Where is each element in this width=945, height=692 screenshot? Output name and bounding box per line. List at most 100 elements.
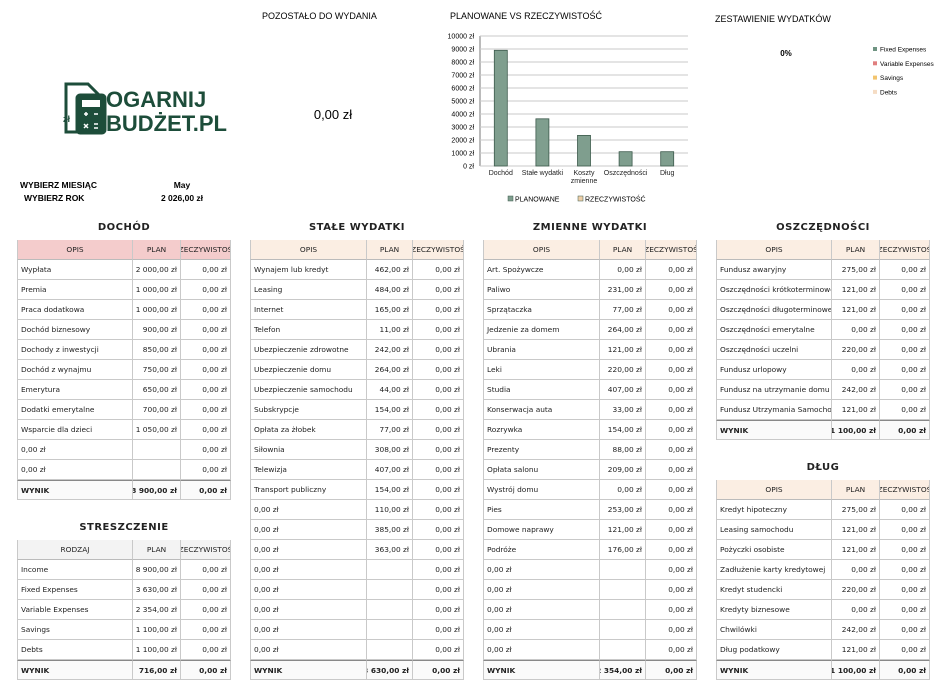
table-cell: 0,00 zł [646,360,697,380]
table-cell: 0,00 zł [413,560,464,580]
table-cell: Dochody z inwestycji [17,340,133,360]
table-cell: Dodatki emerytalne [17,400,133,420]
table-cell: Telefon [250,320,367,340]
chart-title: ZESTAWIENIE WYDATKÓW [715,14,831,24]
y-tick-label: 6000 zł [451,86,474,93]
table-cell: Oszczędności emerytalne [716,320,832,340]
table-cell: 0,00 zł [181,440,231,460]
table-cell: Ubezpieczenie samochodu [250,380,367,400]
table-cell: Premia [17,280,133,300]
header-cell: RODZAJ [17,540,133,560]
table-cell: Wypłata [17,260,133,280]
table-cell: 0,00 zł [646,600,697,620]
table-cell: 121,00 zł [832,520,880,540]
y-tick-label: 7000 zł [451,73,474,80]
table-cell: 0,00 zł [181,300,231,320]
table-cell: 0,00 zł [646,580,697,600]
table-cell: Oszczędności uczelni [716,340,832,360]
table-cell: 0,00 zł [646,480,697,500]
total-cell: 0,00 zł [646,660,697,680]
legend-label: Savings [880,75,904,82]
table-cell: 2 354,00 zł [133,600,181,620]
table-cell: 0,00 zł [181,340,231,360]
table-cell: 275,00 zł [832,500,880,520]
table-cell: 0,00 zł [413,420,464,440]
table-cell: 0,00 zł [832,560,880,580]
table-cell: 700,00 zł [133,400,181,420]
table-cell: Internet [250,300,367,320]
header-cell: OPIS [250,240,367,260]
table-cell: 0,00 zł [880,520,930,540]
table-cell: 0,00 zł [250,640,367,660]
table-cell: 242,00 zł [367,340,413,360]
header-cell: PLAN [133,540,181,560]
total-cell: 1 100,00 zł [832,420,880,440]
legend-swatch [873,75,877,80]
logo-icon-text: zł [63,114,71,124]
table-cell: 8 900,00 zł [133,560,181,580]
logo-line1: OGARNIJ [106,87,206,112]
table-cell: 121,00 zł [600,520,646,540]
header-cell: PLAN [832,240,880,260]
total-cell: 0,00 zł [880,660,930,680]
header-cell: PLAN [832,480,880,500]
table-cell: Opłata za żłobek [250,420,367,440]
table-cell: 0,00 zł [413,440,464,460]
y-tick-label: 5000 zł [451,99,474,106]
table-cell: 0,00 zł [832,360,880,380]
table-cell [367,600,413,620]
table-cell: 1 000,00 zł [133,280,181,300]
table-cell: 0,00 zł [181,460,231,480]
table-cell: 363,00 zł [367,540,413,560]
legend-label: PLANOWANE [515,197,560,204]
table-cell: Subskrypcje [250,400,367,420]
table-cell: 850,00 zł [133,340,181,360]
table-cell: 900,00 zł [133,320,181,340]
table-cell: 0,00 zł [483,560,600,580]
table-cell: 0,00 zł [413,460,464,480]
table-cell: 0,00 zł [181,600,231,620]
table-cell: 0,00 zł [250,520,367,540]
total-cell: 1 100,00 zł [832,660,880,680]
table-cell: 44,00 zł [367,380,413,400]
bar [577,134,591,167]
table-cell: Konserwacja auta [483,400,600,420]
legend-swatch [507,195,514,202]
table-cell: 0,00 zł [181,620,231,640]
y-tick-label: 4000 zł [451,112,474,119]
table-cell: 0,00 zł [483,620,600,640]
table-cell: 0,00 zł [413,380,464,400]
table-cell: 165,00 zł [367,300,413,320]
table-cell: Fundusz Utrzymania Samochodu [716,400,832,420]
table-cell: 275,00 zł [832,260,880,280]
table-cell: Siłownia [250,440,367,460]
table-cell: 0,00 zł [646,300,697,320]
table-cell: 0,00 zł [880,600,930,620]
table-cell: 2 000,00 zł [133,260,181,280]
table-cell: 0,00 zł [181,380,231,400]
table-cell: 0,00 zł [413,600,464,620]
table-cell: 0,00 zł [17,440,133,460]
table-cell: 0,00 zł [646,420,697,440]
table-cell: Debts [17,640,133,660]
table-cell: 0,00 zł [413,360,464,380]
table-cell: 0,00 zł [880,320,930,340]
header-cell: PLAN [600,240,646,260]
legend-label: RZECZYWISTOŚĆ [585,195,646,204]
table-cell: 0,00 zł [181,420,231,440]
table-cell: 231,00 zł [600,280,646,300]
remaining-title: POZOSTAŁO DO WYDANIA [262,11,377,21]
table-cell [367,580,413,600]
y-tick-label: 2000 zł [451,138,474,145]
table-cell: Leasing [250,280,367,300]
remaining-value: 0,00 zł [314,107,352,122]
table-cell: Telewizja [250,460,367,480]
bar [535,118,550,167]
table-cell: 154,00 zł [367,400,413,420]
table-cell: 77,00 zł [367,420,413,440]
table-cell: 0,00 zł [483,600,600,620]
legend-swatch [873,61,877,66]
table-cell: 0,00 zł [646,320,697,340]
table-cell: 0,00 zł [17,460,133,480]
